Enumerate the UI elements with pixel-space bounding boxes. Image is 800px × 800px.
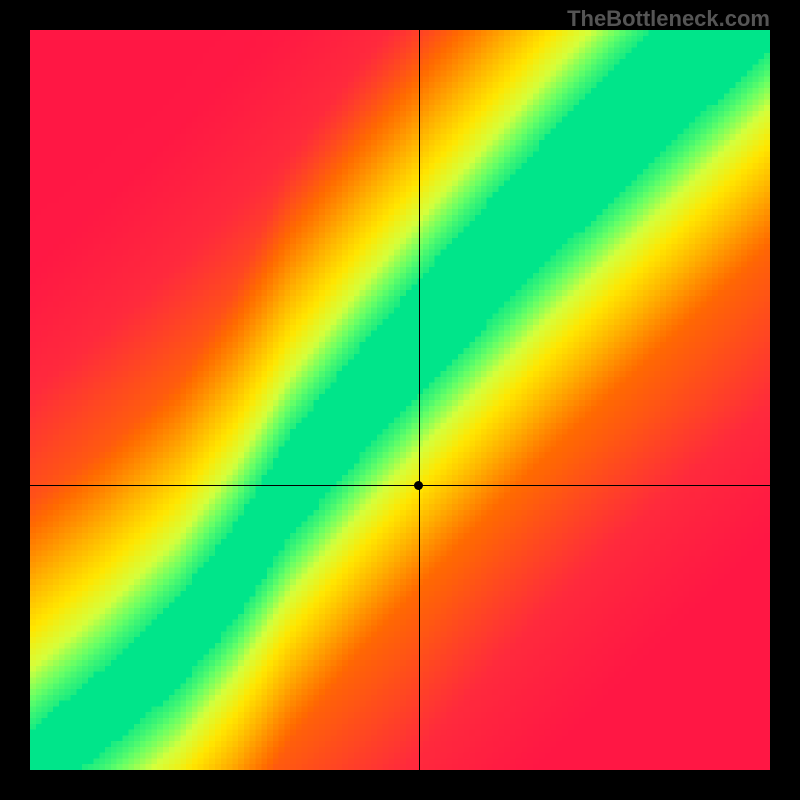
plot-area <box>30 30 770 770</box>
crosshair-vertical <box>419 30 420 770</box>
watermark-text: TheBottleneck.com <box>567 6 770 32</box>
bottleneck-heatmap <box>30 30 770 770</box>
crosshair-horizontal <box>30 485 770 486</box>
selection-marker <box>414 481 423 490</box>
figure-container: TheBottleneck.com <box>0 0 800 800</box>
